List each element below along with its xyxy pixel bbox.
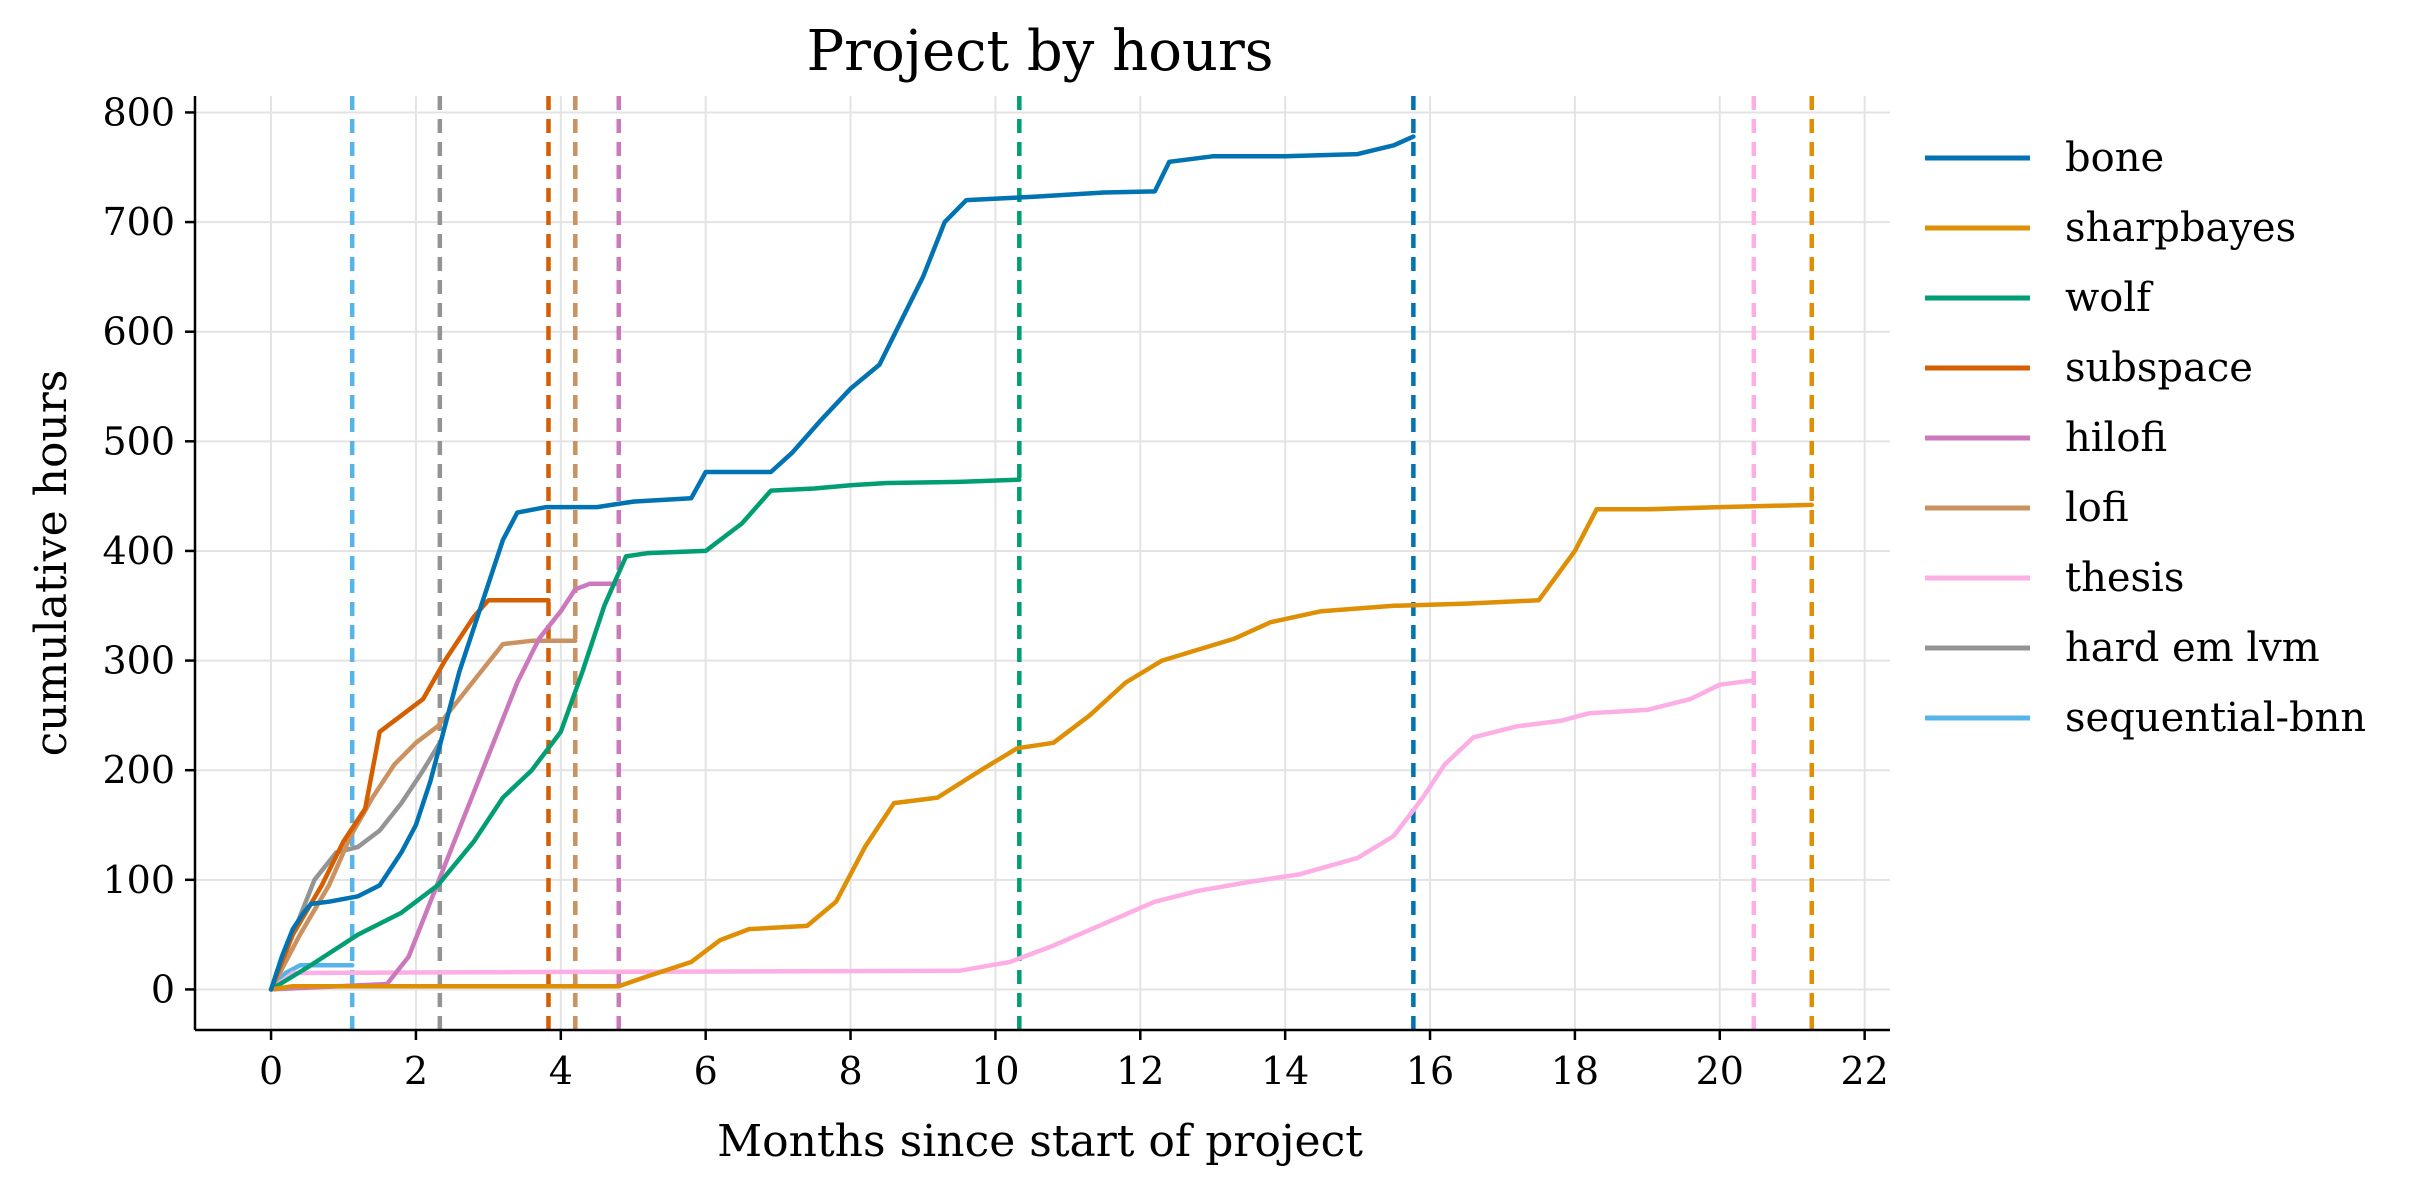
legend: bone sharpbayes wolf subspace hilofi lofi thes…: [1925, 135, 2366, 741]
series-line-hilofi: [268, 581, 622, 992]
legend-label-wolf: wolf: [2065, 275, 2154, 321]
x-tick-label: 6: [694, 1049, 718, 1093]
x-tick-label: 2: [404, 1049, 428, 1093]
series-line-wolf: [268, 477, 1022, 992]
legend-label-bone: bone: [2065, 135, 2164, 181]
legend-label-hilofi: hilofi: [2065, 415, 2167, 461]
x-tick-label: 0: [259, 1049, 283, 1093]
grid: [195, 96, 1890, 1030]
chart-title: Project by hours: [807, 19, 1274, 84]
legend-label-sharpbayes: sharpbayes: [2065, 205, 2296, 251]
series-line-lofi: [268, 638, 578, 992]
legend-label-lofi: lofi: [2065, 485, 2129, 531]
x-tick-label: 22: [1840, 1049, 1888, 1093]
series-line-sequential-bnn: [268, 963, 355, 992]
y-tick-label: 100: [102, 858, 175, 902]
y-tick-label: 200: [102, 748, 175, 792]
legend-label-thesis: thesis: [2065, 555, 2184, 601]
y-axis-label: cumulative hours: [26, 370, 77, 757]
y-tick-label: 600: [102, 310, 175, 354]
x-tick-label: 4: [549, 1049, 573, 1093]
x-tick-label: 14: [1261, 1049, 1309, 1093]
legend-label-sequential-bnn: sequential-bnn: [2065, 695, 2366, 741]
y-tick-label: 500: [102, 419, 175, 463]
y-tick-label: 400: [102, 529, 175, 573]
x-tick-label: 12: [1116, 1049, 1164, 1093]
series-line-thesis: [268, 678, 1757, 992]
y-tick-label: 700: [102, 200, 175, 244]
series-lines: [268, 134, 1815, 992]
y-tick-label: 300: [102, 639, 175, 683]
legend-label-subspace: subspace: [2065, 345, 2253, 391]
x-tick-label: 16: [1406, 1049, 1454, 1093]
x-tick-label: 10: [971, 1049, 1019, 1093]
axes: [193, 96, 1890, 1032]
y-tick-label: 800: [102, 90, 175, 134]
x-tick-label: 20: [1696, 1049, 1744, 1093]
legend-label-hard-em-lvm: hard em lvm: [2065, 625, 2320, 671]
ticks: 0 2 4 6 8 10 12 14 16 18 20 22 0 100 200 300 400 500 600 70…: [102, 90, 1888, 1093]
series-line-sharpbayes: [268, 502, 1815, 992]
x-tick-label: 18: [1551, 1049, 1599, 1093]
x-tick-label: 8: [838, 1049, 862, 1093]
series-line-bone: [268, 134, 1416, 992]
y-tick-label: 0: [151, 967, 175, 1011]
x-axis-label: Months since start of project: [717, 1116, 1363, 1167]
end-marker-lines: [349, 96, 1815, 1030]
series-line-hard-em-lvm: [268, 740, 443, 992]
